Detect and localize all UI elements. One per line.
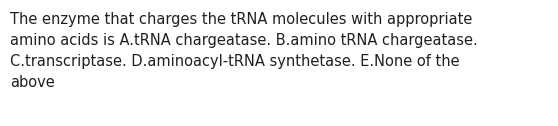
Text: The enzyme that charges the tRNA molecules with appropriate
amino acids is A.tRN: The enzyme that charges the tRNA molecul… [10, 12, 478, 90]
